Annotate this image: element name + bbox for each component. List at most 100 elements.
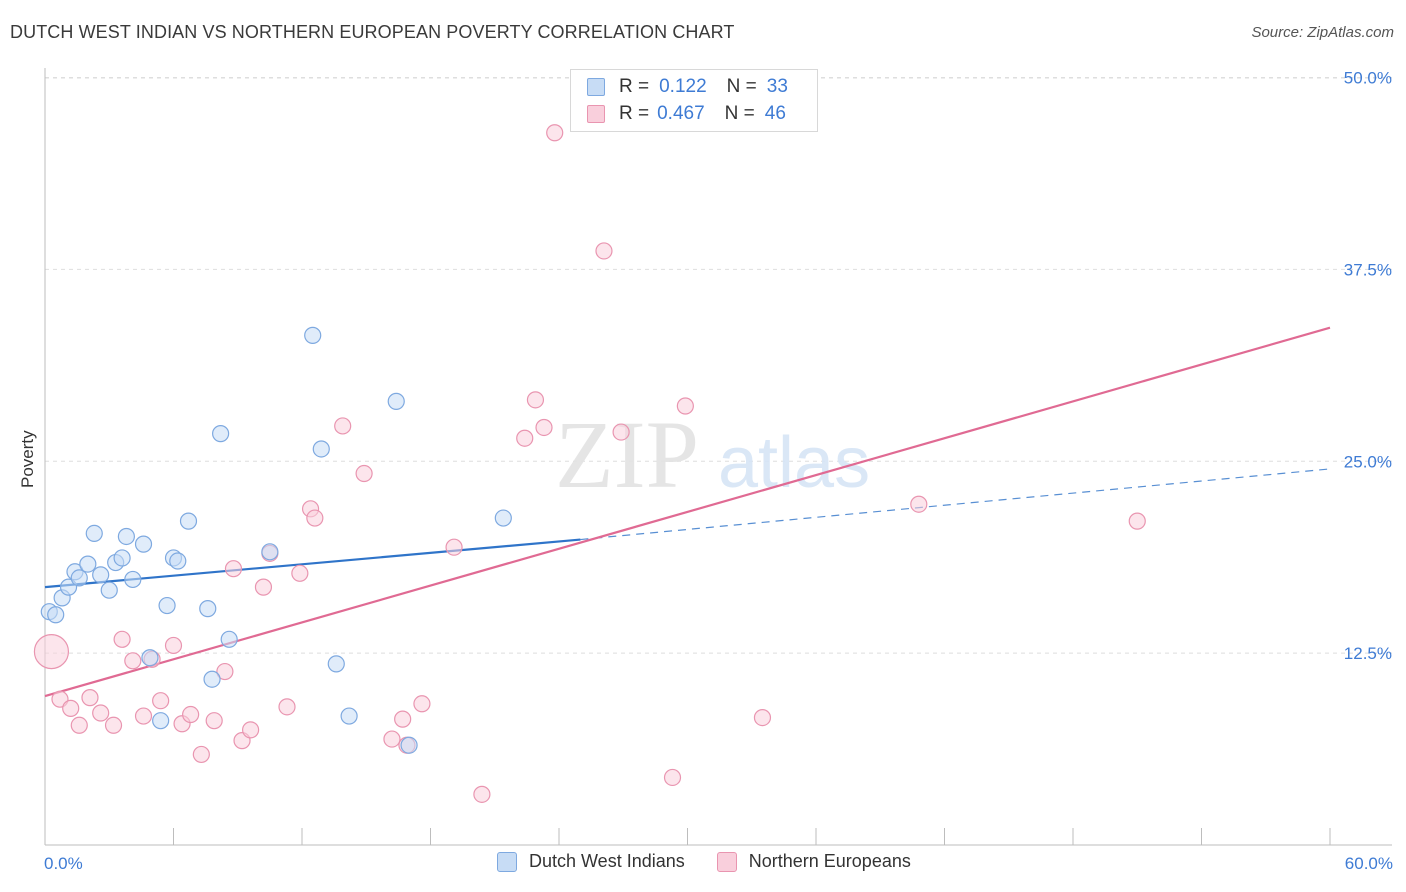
point-northern-europeans (224, 560, 243, 578)
point-northern-europeans (535, 418, 553, 437)
point-northern-europeans (182, 705, 200, 724)
point-northern-europeans (81, 689, 99, 707)
legend-swatch-blue (497, 851, 517, 872)
gridlines (45, 77, 1392, 654)
point-northern-europeans (113, 630, 131, 648)
point-dutch-west-indians (400, 736, 418, 754)
point-dutch-west-indians (340, 707, 358, 725)
y-tick-label: 12.5% (1344, 644, 1392, 663)
point-northern-europeans (254, 578, 273, 596)
legend-item-northern-europeans: Northern Europeans (716, 851, 911, 872)
source-credit: Source: ZipAtlas.com (1251, 24, 1394, 41)
chart-title: DUTCH WEST INDIAN VS NORTHERN EUROPEAN P… (10, 22, 735, 42)
point-northern-europeans (1128, 512, 1146, 530)
point-northern-europeans (192, 745, 210, 764)
point-northern-europeans (164, 636, 183, 655)
watermark-atlas: atlas (718, 423, 870, 503)
point-dutch-west-indians (179, 512, 198, 530)
point-northern-europeans (546, 124, 564, 142)
point-northern-europeans (104, 716, 123, 734)
point-dutch-west-indians (70, 569, 88, 587)
legend-item-dutch-west-indians: Dutch West Indians (497, 851, 685, 872)
point-northern-europeans (70, 716, 88, 734)
point-dutch-west-indians (304, 326, 322, 344)
point-dutch-west-indians (312, 440, 330, 458)
legend-n-label: N = (726, 76, 757, 97)
point-northern-europeans (278, 698, 296, 716)
point-northern-europeans (205, 712, 223, 730)
watermark: ZIP atlas (555, 401, 870, 508)
legend-n-value: 46 (764, 103, 786, 124)
point-dutch-west-indians (203, 670, 221, 688)
point-dutch-west-indians (199, 600, 217, 618)
legend-label: Northern Europeans (748, 851, 911, 871)
point-northern-europeans (62, 699, 80, 717)
point-dutch-west-indians (141, 649, 159, 667)
point-dutch-west-indians (152, 712, 170, 730)
point-northern-europeans (516, 429, 534, 447)
point-northern-europeans (355, 464, 373, 483)
point-northern-europeans (33, 633, 70, 670)
legend-swatch-pink (716, 851, 737, 872)
correlation-legend: R = 0.122 N = 33 R = 0.467 N = 46 (570, 69, 818, 132)
axes (44, 68, 1392, 846)
point-dutch-west-indians (261, 543, 279, 561)
legend-row-dutch-west-indians: R = 0.122 N = 33 (587, 75, 788, 99)
y-tick-label: 25.0% (1344, 452, 1392, 471)
tick-labels: 12.5% 25.0% 37.5% 50.0% 0.0% 60.0% (44, 69, 1393, 874)
point-northern-europeans (383, 730, 401, 748)
point-dutch-west-indians (134, 535, 153, 553)
point-dutch-west-indians (47, 606, 65, 624)
point-northern-europeans (216, 662, 234, 681)
point-northern-europeans (753, 708, 772, 727)
point-northern-europeans (910, 495, 928, 513)
legend-n-label: N = (724, 103, 755, 124)
point-dutch-west-indians (494, 509, 512, 527)
trend-line-northern-europeans (44, 326, 1331, 698)
legend-swatch-blue (587, 78, 605, 96)
point-dutch-west-indians (158, 596, 176, 615)
point-northern-europeans (676, 397, 694, 415)
x-tick-label-max: 60.0% (1345, 854, 1393, 873)
point-northern-europeans (306, 509, 324, 527)
legend-r-value: 0.467 (657, 103, 705, 124)
point-northern-europeans (134, 707, 153, 725)
trend-lines (44, 326, 1331, 698)
point-dutch-west-indians (212, 425, 230, 443)
y-tick-label: 37.5% (1344, 260, 1392, 279)
y-tick-label: 50.0% (1344, 69, 1392, 88)
point-northern-europeans (291, 564, 309, 582)
point-northern-europeans (473, 785, 491, 803)
point-dutch-west-indians (113, 549, 131, 567)
point-northern-europeans (445, 538, 463, 556)
point-dutch-west-indians (92, 566, 110, 584)
point-northern-europeans (595, 242, 613, 260)
watermark-zip: ZIP (555, 401, 699, 508)
point-dutch-west-indians (327, 655, 345, 673)
point-northern-europeans (394, 710, 412, 728)
x-tick-label-min: 0.0% (44, 854, 83, 873)
point-dutch-west-indians (79, 555, 97, 573)
point-dutch-west-indians (117, 527, 135, 546)
point-northern-europeans (612, 423, 630, 441)
point-northern-europeans (152, 692, 170, 710)
legend-n-value: 33 (766, 76, 788, 97)
data-points (33, 124, 1146, 803)
point-dutch-west-indians (100, 581, 118, 599)
point-northern-europeans (124, 652, 142, 670)
point-dutch-west-indians (85, 524, 103, 542)
legend-row-northern-europeans: R = 0.467 N = 46 (587, 102, 786, 126)
legend-label: Dutch West Indians (529, 851, 685, 871)
legend-r-value: 0.122 (659, 76, 707, 97)
point-northern-europeans (242, 721, 260, 739)
series-legend: Dutch West Indians Northern Europeans (497, 851, 943, 872)
point-dutch-west-indians (220, 630, 238, 648)
legend-r-label: R = (619, 103, 650, 124)
point-dutch-west-indians (387, 392, 405, 410)
point-northern-europeans (526, 391, 545, 409)
point-northern-europeans (663, 768, 682, 787)
point-dutch-west-indians (124, 570, 142, 589)
legend-r-label: R = (619, 76, 650, 97)
point-northern-europeans (413, 695, 431, 713)
